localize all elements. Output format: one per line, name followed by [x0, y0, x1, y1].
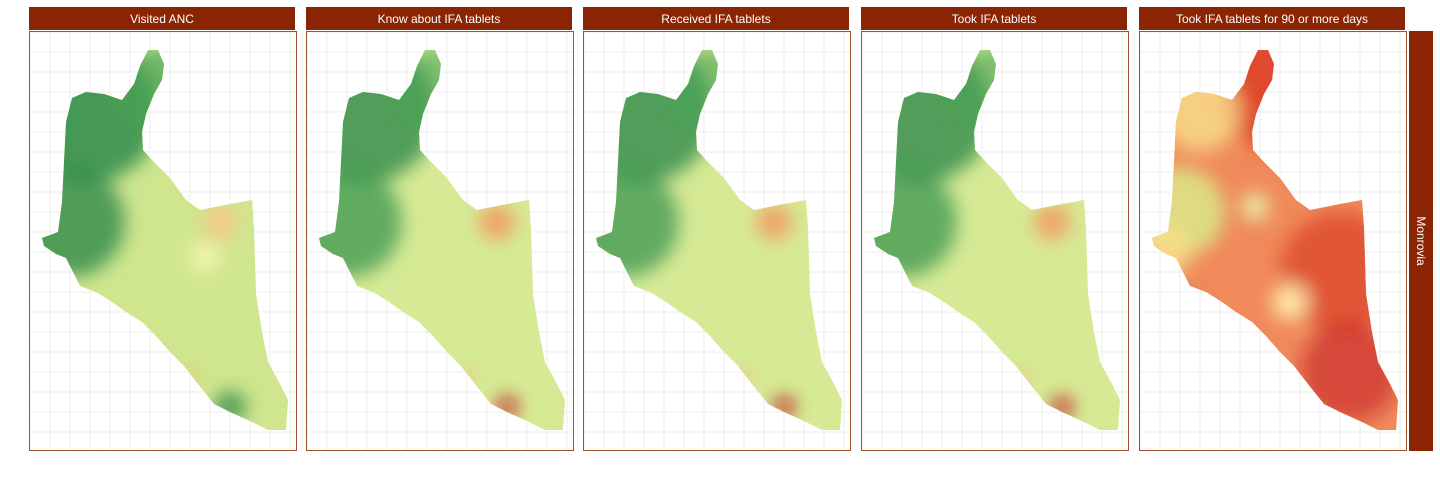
map-panel — [861, 31, 1129, 451]
facet-took-ifa: Took IFA tablets — [861, 7, 1129, 451]
facet-strip-label: Visited ANC — [29, 7, 295, 30]
map-hotspot — [1034, 204, 1070, 240]
facet-strip-label: Took IFA tablets for 90 or more days — [1139, 7, 1405, 30]
map-hotspot — [756, 204, 792, 240]
map-panel — [306, 31, 574, 451]
facet-received-ifa: Received IFA tablets — [583, 7, 851, 451]
choropleth-map — [307, 32, 573, 450]
map-hotspot — [1272, 284, 1308, 320]
map-hotspot — [479, 204, 515, 240]
map-panel — [29, 31, 297, 451]
choropleth-map — [862, 32, 1128, 450]
choropleth-map — [30, 32, 296, 450]
choropleth-map — [584, 32, 850, 450]
map-hotspot — [189, 241, 221, 273]
row-strip: Monrovia — [1409, 31, 1433, 451]
map-panel — [1139, 31, 1407, 451]
facet-took-ifa-90days: Took IFA tablets for 90 or more days — [1139, 7, 1407, 451]
map-panel — [583, 31, 851, 451]
facet-visited-anc: Visited ANC — [29, 7, 297, 451]
facet-strip-label: Received IFA tablets — [583, 7, 849, 30]
facet-know-ifa: Know about IFA tablets — [306, 7, 574, 451]
map-hotspot — [1300, 322, 1398, 422]
map-hotspot — [202, 204, 238, 240]
map-hotspot — [1177, 282, 1187, 292]
facet-strip-label: Took IFA tablets — [861, 7, 1127, 30]
row-strip-label: Monrovia — [1414, 216, 1428, 266]
facet-strip-label: Know about IFA tablets — [306, 7, 572, 30]
map-hotspot — [1241, 193, 1269, 221]
choropleth-map — [1140, 32, 1406, 450]
